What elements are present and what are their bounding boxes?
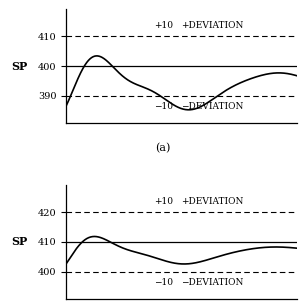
Text: −DEVIATION: −DEVIATION xyxy=(182,102,244,111)
Text: SP: SP xyxy=(12,237,28,248)
Text: +DEVIATION: +DEVIATION xyxy=(182,22,244,30)
Text: (a): (a) xyxy=(155,143,171,153)
Text: −10: −10 xyxy=(154,102,173,111)
Text: SP: SP xyxy=(12,60,28,71)
Text: +DEVIATION: +DEVIATION xyxy=(182,197,244,206)
Text: +10: +10 xyxy=(154,197,173,206)
Text: −DEVIATION: −DEVIATION xyxy=(182,278,244,286)
Text: −10: −10 xyxy=(154,278,173,286)
Text: +10: +10 xyxy=(154,22,173,30)
